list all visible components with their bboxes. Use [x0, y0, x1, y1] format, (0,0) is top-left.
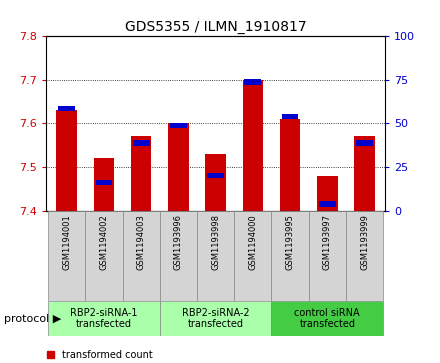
Bar — [245, 79, 261, 85]
Text: protocol ▶: protocol ▶ — [4, 314, 62, 323]
Text: RBP2-siRNA-2
transfected: RBP2-siRNA-2 transfected — [182, 308, 249, 329]
Bar — [356, 140, 373, 146]
Text: GSM1193999: GSM1193999 — [360, 214, 369, 270]
Bar — [242, 80, 263, 211]
Legend: transformed count, percentile rank within the sample: transformed count, percentile rank withi… — [47, 350, 227, 363]
Bar — [271, 211, 309, 301]
Bar — [95, 180, 112, 185]
Text: GSM1193995: GSM1193995 — [286, 214, 294, 270]
Bar — [58, 106, 75, 111]
Text: RBP2-siRNA-1
transfected: RBP2-siRNA-1 transfected — [70, 308, 138, 329]
Bar — [317, 176, 337, 211]
Bar — [85, 211, 122, 301]
Text: GSM1193996: GSM1193996 — [174, 214, 183, 270]
Bar — [354, 136, 375, 211]
Bar — [205, 154, 226, 211]
Text: GSM1194000: GSM1194000 — [248, 214, 257, 270]
Bar — [170, 123, 187, 128]
Text: control siRNA
transfected: control siRNA transfected — [294, 308, 360, 329]
Text: GSM1194002: GSM1194002 — [99, 214, 108, 270]
Text: GSM1194001: GSM1194001 — [62, 214, 71, 270]
Bar — [168, 123, 189, 211]
Bar — [160, 301, 271, 336]
Bar — [197, 211, 234, 301]
Bar — [271, 301, 383, 336]
Text: GSM1194003: GSM1194003 — [137, 214, 146, 270]
Bar — [207, 173, 224, 178]
Bar — [346, 211, 383, 301]
Bar — [122, 211, 160, 301]
Text: GSM1193998: GSM1193998 — [211, 214, 220, 270]
Bar — [133, 140, 150, 146]
Bar — [234, 211, 271, 301]
Bar — [309, 211, 346, 301]
Bar — [48, 301, 160, 336]
Bar — [48, 211, 85, 301]
Bar — [160, 211, 197, 301]
Bar — [280, 119, 301, 211]
Bar — [94, 158, 114, 211]
Title: GDS5355 / ILMN_1910817: GDS5355 / ILMN_1910817 — [125, 20, 306, 34]
Bar — [56, 110, 77, 211]
Bar — [319, 201, 336, 207]
Bar — [131, 136, 151, 211]
Text: GSM1193997: GSM1193997 — [323, 214, 332, 270]
Bar — [282, 114, 298, 119]
